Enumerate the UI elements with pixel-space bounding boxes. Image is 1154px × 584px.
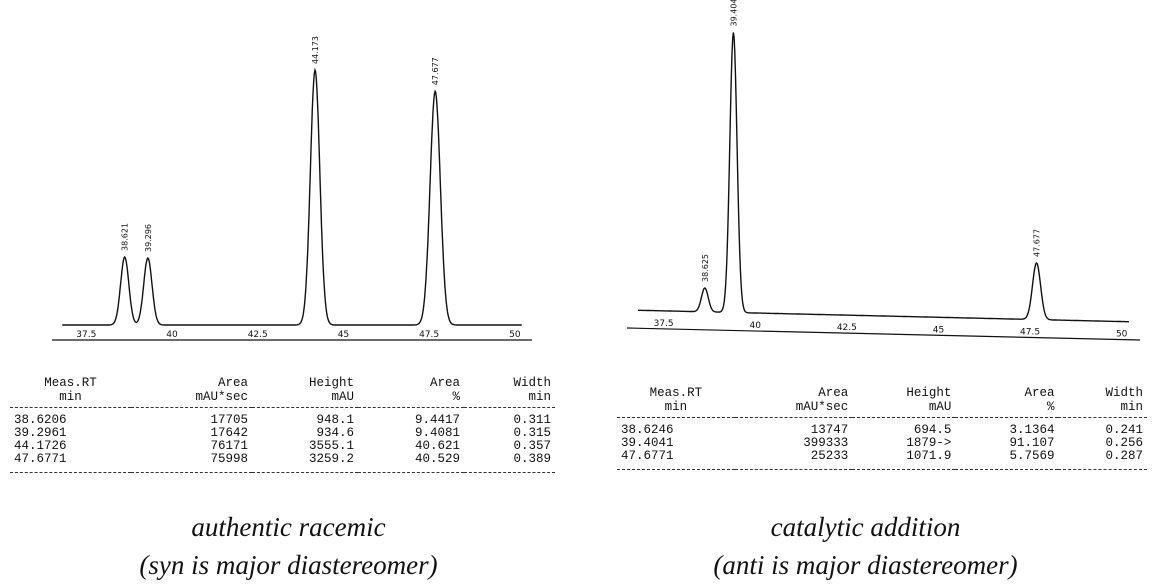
cell-area: 76171 [210,439,248,453]
chromatogram-racemic: 37.5 40 42.5 45 47.5 50 38.621 39.296 44.173 47.6… [52,36,532,341]
cell-area: 25233 [734,450,853,470]
cell-area: 75998 [130,453,252,473]
cell-rt: 44.1726 [14,439,67,453]
caption-title: catalytic addition [770,512,961,542]
header-area-pct: Area % [1024,386,1055,414]
cell-area-pct: 9.4417 [357,407,464,427]
header-width: Width min [513,376,551,404]
x-tick-label: 47.5 [419,330,439,340]
peak-label: 38.625 [701,254,710,282]
table-row: 38.6246 13747 694.5 3.1364 0.241 [617,417,1147,437]
caption-title: authentic racemic [191,512,386,542]
cell-area-pct: 91.107 [1009,436,1055,450]
table-row: 38.6206 17705 948.1 9.4417 0.311 [10,407,555,427]
cell-area: 17705 [130,407,252,427]
cell-height: 3555.1 [308,439,354,453]
cell-width: 0.357 [513,439,551,453]
cell-area-pct: 9.4081 [414,426,460,440]
cell-rt: 47.6771 [10,453,131,473]
header-area: Area mAU*sec [195,376,248,404]
cell-area-pct: 3.1364 [955,417,1059,437]
peak-label: 38.621 [121,223,130,251]
x-tick-label: 40 [166,330,178,340]
cell-area: 17642 [210,426,248,440]
x-tick-label: 42.5 [248,330,268,340]
table-row: 47.6771 25233 1071.9 5.7569 0.287 [617,450,1147,470]
cell-width: 0.256 [1105,436,1143,450]
cell-area-pct: 40.529 [357,453,464,473]
x-tick-label: 50 [1116,330,1128,340]
cell-width: 0.287 [1058,450,1147,470]
peak-label: 39.296 [144,224,153,252]
table-row: 39.4041 399333 1879-> 91.107 0.256 [617,437,1147,450]
cell-width: 0.389 [463,453,555,473]
peak-label: 47.677 [1033,229,1042,257]
cell-rt: 38.6246 [617,417,735,437]
cell-height: 3259.2 [251,453,358,473]
caption-subtitle: (anti is major diastereomer) [713,550,1018,580]
cell-height: 948.1 [251,407,358,427]
cell-area: 13747 [734,417,853,437]
results-table-racemic: Meas.RT min Area mAU*sec Height mAU Area… [10,376,555,473]
cell-rt: 39.4041 [621,436,674,450]
x-tick-label: 37.5 [76,330,96,340]
cell-rt: 38.6206 [10,407,131,427]
header-area: Area mAU*sec [795,386,849,414]
x-axis-line [626,327,1141,341]
cell-height: 934.6 [316,426,354,440]
x-tick-label: 37.5 [654,319,674,329]
chromatogram-panel-catalytic: 37.5 40 42.5 45 47.5 50 38.625 39.404 47.677 Mea… [577,0,1154,582]
cell-width: 0.311 [463,407,555,427]
peak-label: 47.677 [431,57,440,85]
header-meas-rt: Meas.RT min [44,376,97,404]
peak-label: 44.173 [311,36,320,64]
x-tick-label: 45 [338,330,349,340]
table-row: 44.1726 76171 3555.1 40.621 0.357 [10,440,555,453]
header-height: Height mAU [906,386,952,414]
cell-area-pct: 40.621 [414,439,460,453]
x-tick-label: 42.5 [837,323,857,333]
cell-rt: 47.6771 [617,450,735,470]
cell-rt: 39.2961 [14,426,67,440]
x-tick-label: 40 [750,321,762,331]
table-row: 47.6771 75998 3259.2 40.529 0.389 [10,453,555,473]
cell-width: 0.241 [1058,417,1147,437]
header-height: Height mAU [308,376,354,404]
results-table-catalytic: Meas.RT min Area mAU*sec Height mAU Area… [617,386,1147,470]
x-tick-label: 50 [509,330,521,340]
chromatogram-panel-racemic: 37.5 40 42.5 45 47.5 50 38.621 39.296 44.173 47.6… [0,0,577,582]
table-row: 39.2961 17642 934.6 9.4081 0.315 [10,427,555,440]
x-tick-label: 45 [933,325,944,335]
cell-width: 0.315 [513,426,551,440]
peak-label: 39.404 [729,0,738,26]
cell-area-pct: 5.7569 [955,450,1059,470]
caption-racemic: authentic racemic (syn is major diastere… [0,508,577,584]
cell-height: 1879-> [906,436,952,450]
header-area-pct: Area % [429,376,460,404]
caption-catalytic: catalytic addition (anti is major diaste… [577,508,1154,584]
chromatogram-catalytic: 37.5 40 42.5 45 47.5 50 38.625 39.404 47.677 [626,0,1141,341]
cell-area: 399333 [803,436,849,450]
cell-height: 694.5 [852,417,956,437]
cell-height: 1071.9 [852,450,956,470]
x-tick-label: 47.5 [1020,327,1040,337]
header-meas-rt: Meas.RT min [649,386,703,414]
signal-trace [62,67,522,326]
header-width: Width min [1105,386,1143,414]
signal-trace [638,32,1129,323]
caption-subtitle: (syn is major diastereomer) [139,550,438,580]
